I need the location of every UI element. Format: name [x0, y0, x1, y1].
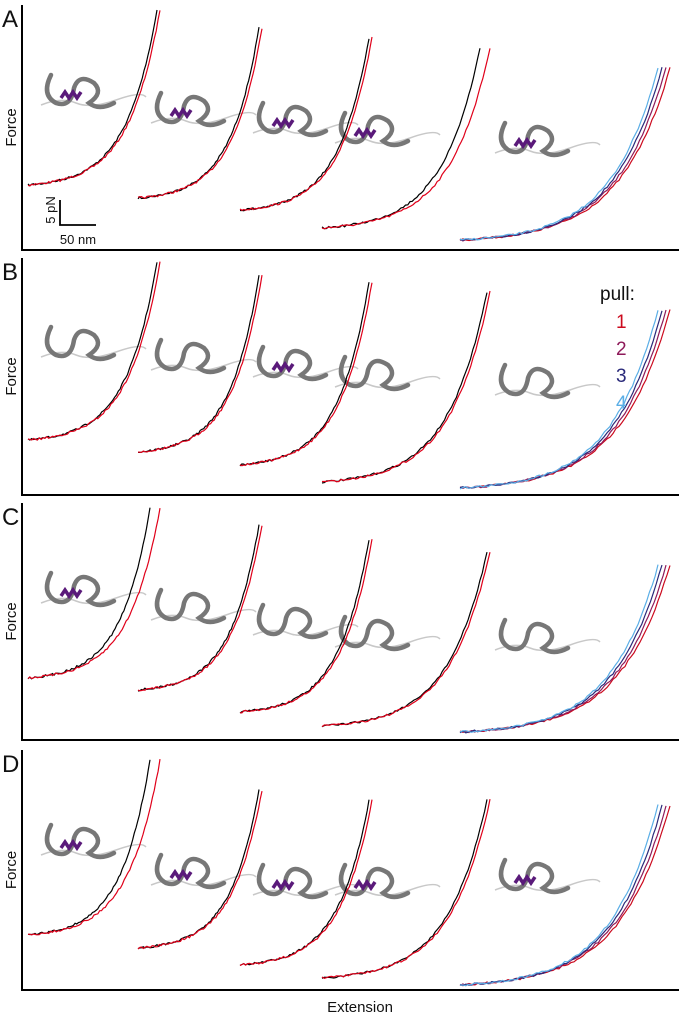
force-curve [239, 282, 370, 467]
helix [513, 873, 537, 887]
chain [338, 614, 411, 652]
force-curve [321, 798, 491, 979]
chain [154, 337, 227, 375]
panel-axes [21, 258, 679, 496]
axes: A Force B Force C Force D Force [2, 5, 679, 991]
panel-axes [21, 503, 679, 741]
force-curve [321, 552, 491, 728]
force-curve [459, 805, 671, 987]
force-curve [321, 292, 488, 484]
helix [59, 838, 83, 852]
scale-bar: 5 pN 50 nm [43, 196, 96, 247]
chain [154, 852, 227, 890]
chain [498, 120, 571, 158]
force-curve [137, 28, 263, 199]
chain [256, 344, 329, 382]
force-curve [27, 759, 151, 936]
chain [256, 862, 329, 900]
force-curve [239, 36, 373, 211]
scale-bar-lines [59, 200, 96, 226]
force-curve [322, 290, 491, 483]
panel-label: D [2, 751, 19, 778]
y-axis-label: Force [3, 108, 20, 146]
panel-label: A [2, 6, 18, 33]
y-axis-label: Force [3, 357, 20, 395]
chain [498, 857, 571, 895]
helix [271, 878, 295, 892]
chain [44, 570, 117, 608]
legend-entry: 1 [616, 312, 627, 333]
force-curve [459, 67, 659, 241]
helix [271, 116, 295, 130]
chain [256, 100, 329, 138]
scale-extension: 50 nm [60, 232, 96, 247]
force-curve [459, 564, 659, 733]
helix [59, 88, 83, 102]
helix [353, 126, 377, 140]
chain [44, 72, 117, 110]
force-curve [27, 261, 161, 441]
legend: pull: 1 2 3 4 [600, 284, 635, 414]
force-curve [459, 309, 667, 489]
force-curve [239, 38, 370, 212]
chain [498, 617, 571, 655]
panel-axes [21, 750, 679, 991]
force-curve [239, 799, 370, 966]
helix [271, 360, 295, 374]
panel-axes [21, 5, 679, 251]
chain [338, 110, 411, 148]
force-curve [137, 525, 263, 692]
helix [169, 868, 193, 882]
helix [59, 586, 83, 600]
helix [513, 136, 537, 150]
chain [154, 90, 227, 128]
force-curve [459, 804, 663, 987]
force-curve [239, 282, 373, 467]
force-curve [27, 10, 161, 187]
force-curve [138, 275, 260, 453]
cartoons [40, 72, 601, 900]
panel-label: B [2, 259, 18, 286]
helix [169, 106, 193, 120]
chain [498, 362, 571, 400]
force-curve [137, 275, 263, 454]
y-axis-label: Force [3, 602, 20, 640]
force-curve [459, 309, 671, 489]
x-axis-label: Extension [327, 999, 393, 1016]
force-curve [321, 48, 491, 230]
force-curve [459, 310, 659, 490]
chain [44, 324, 117, 362]
force-curve [27, 507, 161, 680]
y-axis-label: Force [3, 851, 20, 889]
force-curve [239, 799, 373, 967]
chain [256, 602, 329, 640]
legend-entry: 2 [616, 339, 627, 360]
helix [353, 878, 377, 892]
chain [154, 587, 227, 625]
curves [27, 9, 671, 987]
force-curve [137, 790, 263, 950]
scale-force: 5 pN [43, 196, 58, 223]
chain [338, 862, 411, 900]
force-curve [239, 539, 373, 714]
force-curve [459, 804, 659, 987]
legend-entry: 4 [616, 393, 627, 414]
legend-entry: 3 [616, 366, 627, 387]
panel-label: C [2, 504, 19, 531]
legend-title: pull: [600, 284, 635, 305]
force-curve [27, 759, 161, 936]
chain [44, 822, 117, 860]
